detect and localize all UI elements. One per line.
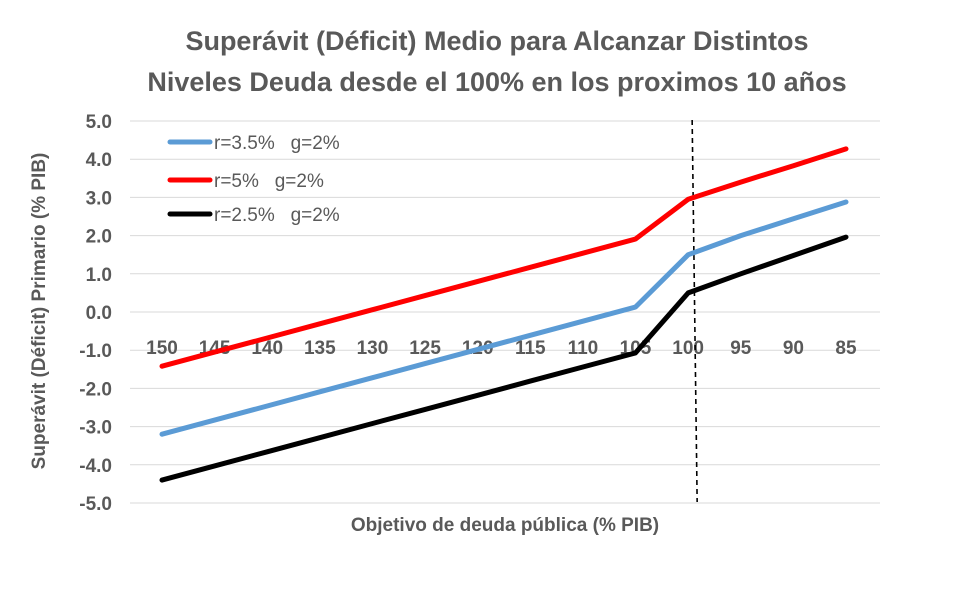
y-tick-label: -2.0 [79, 379, 112, 400]
reference-line-group [691, 119, 698, 503]
series-line [159, 199, 849, 437]
x-tick-label: 90 [783, 338, 804, 359]
y-tick-label: -1.0 [79, 341, 112, 362]
y-tick-label: 5.0 [86, 112, 112, 133]
y-tick-label: 2.0 [86, 227, 112, 248]
series-line [159, 146, 849, 369]
x-tick-label: 125 [409, 338, 441, 359]
reference-line [691, 119, 698, 503]
x-tick-label: 135 [304, 338, 336, 359]
series-lines [159, 146, 849, 483]
x-tick-label: 110 [568, 338, 599, 359]
x-tick-label: 85 [835, 338, 857, 359]
legend-label: r=2.5% g=2% [214, 205, 340, 226]
chart-title-line-1: Superávit (Déficit) Medio para Alcanzar … [185, 26, 808, 56]
y-tick-label: 1.0 [86, 265, 112, 286]
series-line [159, 234, 849, 483]
legend-label: r=5% g=2% [214, 171, 324, 192]
y-tick-label: -5.0 [79, 494, 112, 515]
y-tick-label: 4.0 [86, 150, 112, 171]
x-tick-label: 100 [672, 338, 704, 359]
y-axis-title: Superávit (Déficit) Primario (% PIB) [29, 153, 50, 470]
x-tick-label: 150 [146, 338, 178, 359]
chart-title-line-2: Niveles Deuda desde el 100% en los proxi… [147, 67, 846, 97]
y-tick-label: -4.0 [79, 456, 112, 477]
x-tick-label: 130 [357, 338, 389, 359]
y-tick-label: 3.0 [86, 188, 112, 209]
legend-label: r=3.5% g=2% [214, 133, 340, 154]
x-tick-label: 115 [515, 338, 546, 359]
y-axis-tick-labels: 5.0 4.0 3.0 2.0 1.0 0.0 -1.0 -2.0 -3.0 -4.0 -5.0 [79, 112, 112, 515]
x-tick-label: 95 [730, 338, 752, 359]
y-tick-label: -3.0 [79, 418, 112, 439]
legend: r=3.5% g=2% r=5% g=2% r=2.5% g=2% [167, 133, 340, 226]
y-tick-label: 0.0 [86, 303, 112, 324]
x-tick-label: 140 [251, 338, 283, 359]
x-axis-title: Objetivo de deuda pública (% PIB) [351, 515, 659, 536]
